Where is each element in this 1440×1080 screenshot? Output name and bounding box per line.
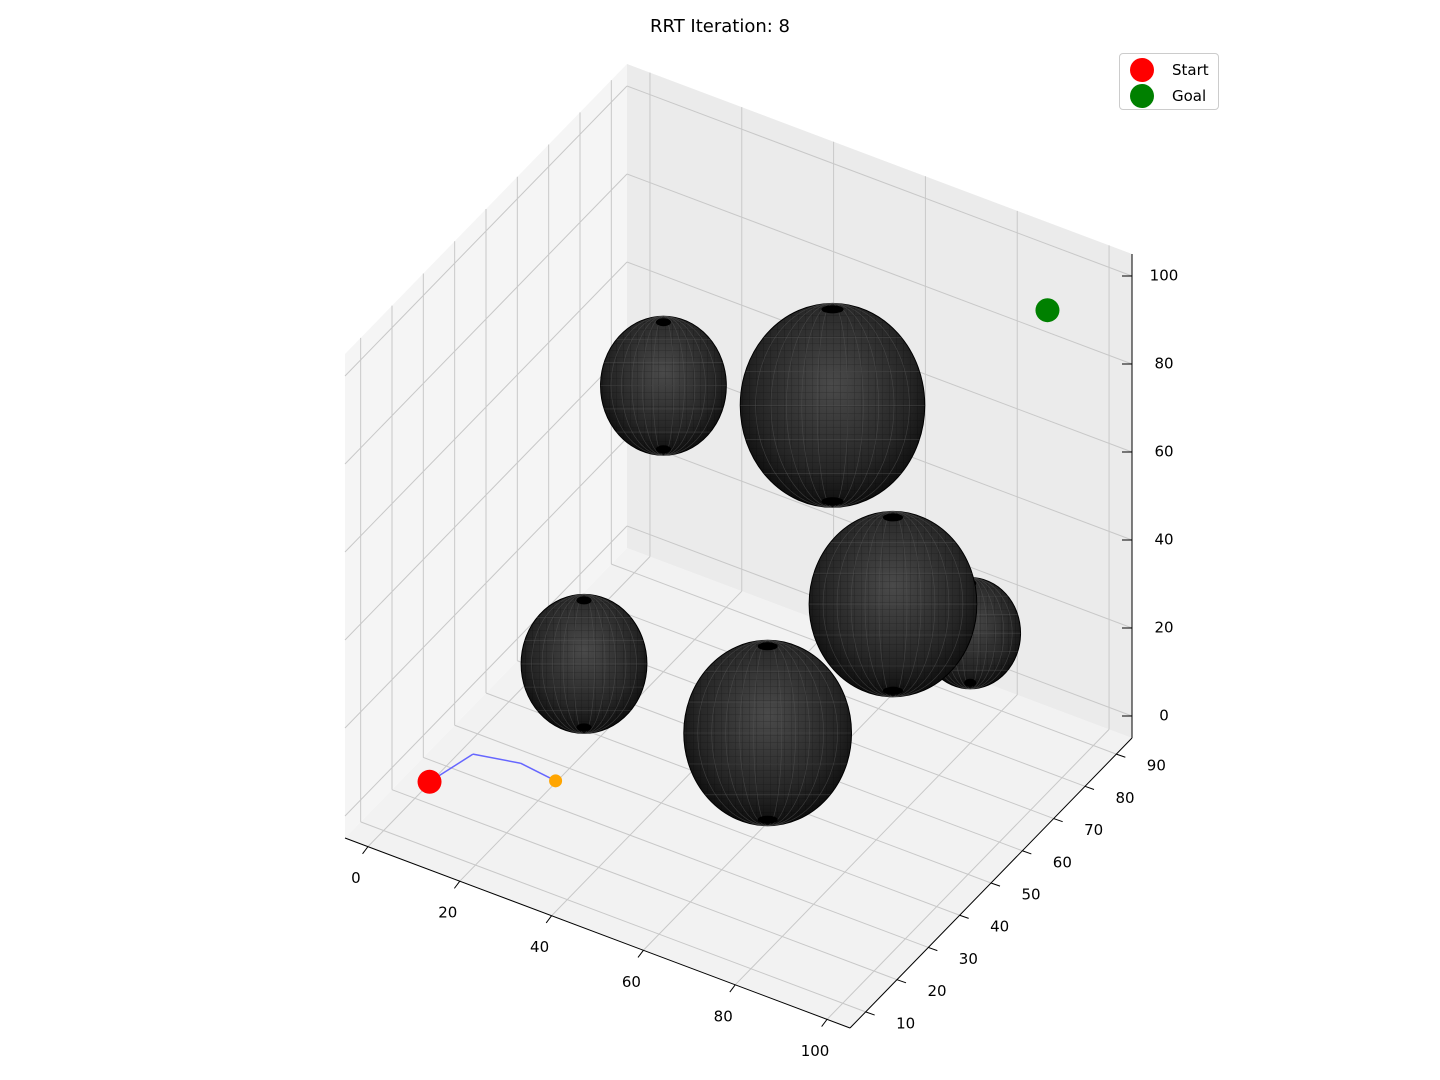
- grid-line-z-back: [626, 85, 1133, 277]
- obstacle-sphere: [683, 639, 853, 827]
- y-tick-label: 70: [1084, 821, 1103, 839]
- y-tick-label: 40: [990, 918, 1009, 936]
- obstacle-sphere: [600, 315, 727, 456]
- tree-edge: [472, 753, 521, 764]
- grid-line-z-left: [344, 525, 628, 817]
- y-tick-label: 80: [1115, 789, 1134, 807]
- y-tick-label: 60: [1053, 853, 1072, 871]
- z-tick-label: 100: [1150, 267, 1179, 285]
- y-tick-mark: [959, 914, 969, 919]
- chart-title: RRT Iteration: 8: [649, 16, 790, 37]
- legend-item-goal: Goal: [1130, 83, 1206, 109]
- x-tick-mark: [453, 880, 461, 889]
- obstacle-sphere: [739, 302, 926, 508]
- x-tick-mark: [637, 949, 644, 958]
- legend-label-start: Start: [1172, 61, 1209, 79]
- x-tick-label: 80: [714, 1007, 733, 1025]
- newest-node-point: [549, 774, 563, 788]
- legend-item-start: Start: [1130, 57, 1209, 83]
- grid-line-y-floor: [454, 724, 960, 916]
- y-tick-mark: [990, 882, 1001, 887]
- y-tick-label: 20: [927, 982, 946, 1000]
- y-tick-label: 10: [896, 1014, 915, 1032]
- grid-line-z-back: [626, 173, 1133, 365]
- x-tick-mark: [729, 984, 736, 993]
- y-tick-mark: [1053, 818, 1063, 823]
- grid-line-z-left: [344, 437, 628, 729]
- scatter-points: [417, 298, 1060, 794]
- z-tick-label: 80: [1154, 355, 1173, 373]
- axis-panes: [345, 64, 1132, 1028]
- y-tick-mark: [865, 1011, 875, 1016]
- x-tick-label: 40: [530, 938, 549, 956]
- z-tick-label: 20: [1154, 619, 1173, 637]
- obstacle-sphere: [808, 510, 978, 698]
- z-tick-label: 40: [1154, 531, 1173, 549]
- z-tick-label: 60: [1154, 443, 1173, 461]
- legend: Start Goal: [1119, 53, 1219, 110]
- obstacle-spheres: [520, 302, 1022, 827]
- x-tick-mark: [821, 1019, 828, 1027]
- start-point: [417, 769, 442, 794]
- grid-line-y-floor: [423, 756, 929, 948]
- grid-line-y-floor: [391, 789, 898, 981]
- x-tick-label: 0: [351, 869, 361, 887]
- legend-marker-goal: [1130, 84, 1154, 108]
- y-tick-label: 50: [1021, 886, 1040, 904]
- y-tick-mark: [1022, 850, 1032, 855]
- grid-line-z-left: [344, 261, 628, 553]
- grid-line-z-left: [344, 173, 628, 465]
- obstacle-sphere: [520, 593, 648, 734]
- x-axis-line: [344, 837, 851, 1029]
- tree-edge: [520, 762, 556, 782]
- x-tick-label: 100: [801, 1042, 830, 1060]
- y-tick-mark: [1084, 785, 1095, 790]
- x-tick-label: 60: [622, 973, 641, 991]
- grid-line-y-floor: [360, 821, 866, 1013]
- x-tick-mark: [545, 915, 552, 924]
- goal-point: [1035, 298, 1060, 323]
- tick-labels: 0 20 40 60 80 100 10 20 30 40 50 60 70 80 90 0 20 40 60 80 1…: [351, 267, 1178, 1060]
- y-tick-mark: [896, 979, 907, 984]
- y-tick-mark: [1116, 753, 1126, 758]
- grid-line-z-left: [344, 85, 628, 377]
- y-tick-mark: [928, 946, 938, 952]
- x-tick-mark: [362, 846, 369, 855]
- legend-label-goal: Goal: [1172, 87, 1207, 105]
- x-tick-label: 20: [438, 904, 457, 922]
- grid-line-z-left: [344, 349, 628, 641]
- legend-marker-start: [1130, 58, 1154, 82]
- y-tick-label: 30: [959, 950, 978, 968]
- y-tick-label: 90: [1147, 757, 1166, 775]
- z-tick-label: 0: [1159, 707, 1169, 725]
